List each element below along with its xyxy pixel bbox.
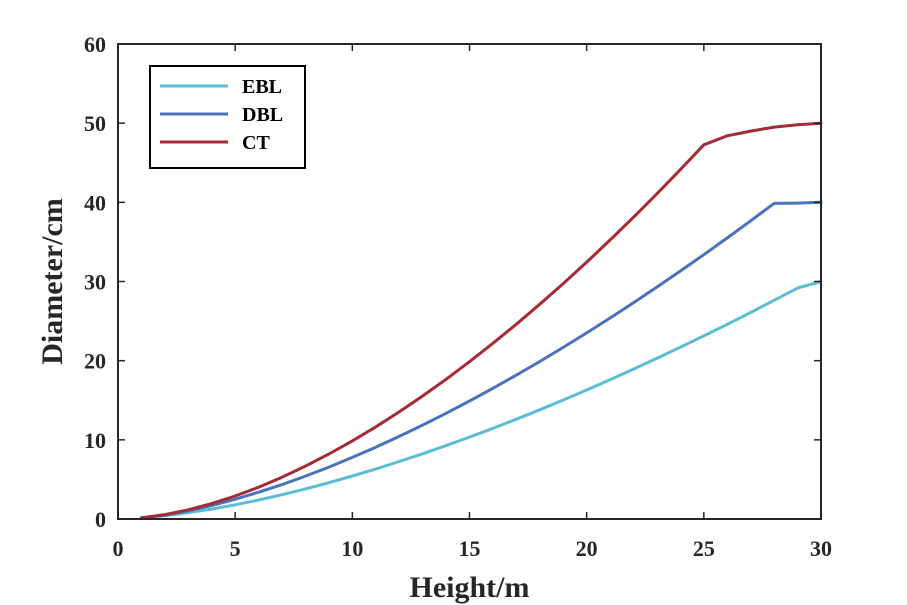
y-tick-label: 20 xyxy=(84,349,106,374)
y-tick-label: 40 xyxy=(84,190,106,215)
series-line-ct xyxy=(139,121,823,520)
y-tick-label: 0 xyxy=(95,507,106,532)
y-tick-label: 50 xyxy=(84,111,106,136)
y-axis-title: Diameter/cm xyxy=(36,198,69,365)
x-tick-label: 10 xyxy=(341,536,363,561)
x-tick-label: 30 xyxy=(810,536,832,561)
legend-box xyxy=(149,65,306,169)
x-tick-label: 5 xyxy=(230,536,241,561)
x-tick-label: 25 xyxy=(693,536,715,561)
series-line-ebl xyxy=(139,280,823,520)
y-tick-label: 60 xyxy=(84,32,106,57)
x-tick-label: 15 xyxy=(459,536,481,561)
legend-label-ct: CT xyxy=(242,132,270,154)
legend-label-ebl: EBL xyxy=(242,76,282,98)
y-tick-label: 30 xyxy=(84,270,106,295)
x-tick-label: 20 xyxy=(576,536,598,561)
y-tick-label: 10 xyxy=(84,428,106,453)
axis-ticks: 0 5 10 15 20 25 30 0 10 20 30 40 50 60 xyxy=(84,32,832,561)
legend-label-dbl: DBL xyxy=(242,104,283,126)
x-tick-label: 0 xyxy=(113,536,124,561)
legend: EBL DBL CT xyxy=(149,65,306,169)
series-line-dbl xyxy=(139,200,823,520)
series-lines xyxy=(139,121,823,520)
x-axis-title: Height/m xyxy=(410,571,530,604)
